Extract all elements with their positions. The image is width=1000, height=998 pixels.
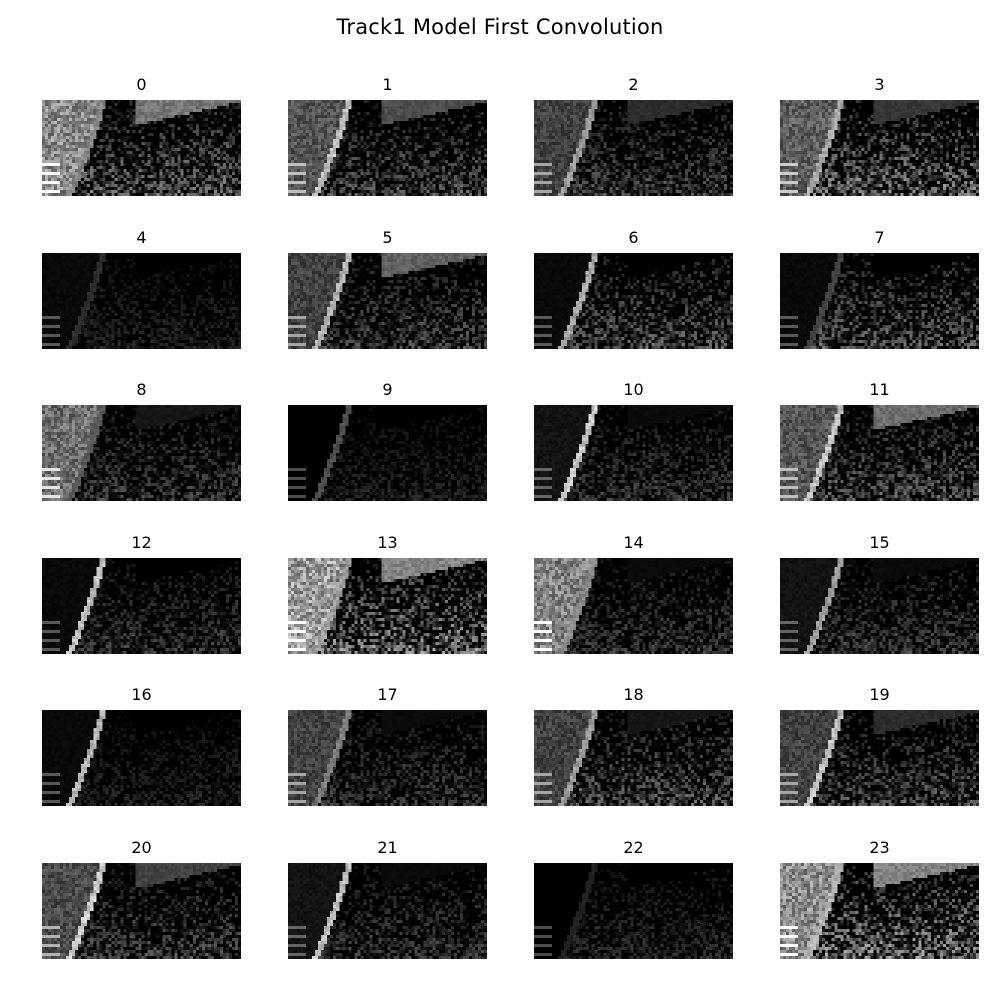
feature-map-label: 3 — [874, 75, 885, 94]
feature-map-label: 14 — [623, 532, 644, 552]
feature-map-label: 22 — [623, 837, 644, 857]
feature-map-label: 23 — [869, 837, 890, 857]
feature-map-label: 2 — [628, 75, 639, 94]
feature-map-panel: 4 — [42, 227, 241, 349]
feature-map-label: 16 — [131, 685, 152, 705]
feature-map-panel: 15 — [780, 532, 979, 654]
feature-map-image — [288, 252, 487, 349]
feature-map-grid: 0 1 2 3 4 5 6 7 8 9 10 11 12 13 14 15 16 17 18 19 20 21 22 23 — [42, 74, 979, 959]
feature-map-image — [42, 405, 241, 502]
feature-map-panel: 20 — [42, 837, 241, 959]
feature-map-panel: 18 — [534, 684, 733, 807]
feature-map-label: 19 — [869, 685, 890, 705]
feature-map-label: 10 — [623, 380, 644, 400]
feature-map-panel: 10 — [534, 379, 733, 502]
feature-map-image — [780, 557, 979, 654]
feature-map-image — [534, 252, 733, 349]
feature-map-label: 0 — [136, 75, 147, 94]
feature-map-panel: 5 — [288, 227, 487, 349]
feature-map-panel: 6 — [534, 227, 733, 349]
feature-map-panel: 1 — [288, 74, 487, 196]
feature-map-image — [288, 557, 487, 654]
feature-map-panel: 22 — [534, 837, 733, 959]
figure-title: Track1 Model First Convolution — [336, 15, 664, 39]
feature-map-image — [42, 862, 241, 959]
feature-map-image — [780, 710, 979, 807]
feature-map-panel: 23 — [780, 837, 979, 959]
feature-map-panel: 3 — [780, 74, 979, 196]
feature-map-panel: 9 — [288, 379, 487, 502]
feature-map-image — [534, 405, 733, 502]
feature-map-panel: 14 — [534, 532, 733, 654]
feature-map-panel: 13 — [288, 532, 487, 654]
feature-map-label: 11 — [869, 380, 890, 400]
feature-map-label: 5 — [382, 227, 393, 247]
feature-map-image — [534, 710, 733, 807]
feature-map-image — [780, 862, 979, 959]
feature-map-panel: 7 — [780, 227, 979, 349]
feature-map-label: 18 — [623, 685, 644, 705]
feature-map-image — [780, 252, 979, 349]
feature-map-label: 6 — [628, 227, 639, 247]
feature-map-image — [42, 100, 241, 196]
feature-map-panel: 19 — [780, 684, 979, 807]
feature-map-panel: 17 — [288, 684, 487, 807]
feature-map-panel: 8 — [42, 379, 241, 502]
feature-map-panel: 0 — [42, 74, 241, 196]
feature-map-image — [42, 252, 241, 349]
feature-map-label: 1 — [382, 75, 393, 94]
feature-map-label: 15 — [869, 532, 890, 552]
feature-map-panel: 2 — [534, 74, 733, 196]
feature-map-label: 13 — [377, 532, 398, 552]
feature-map-image — [42, 710, 241, 807]
feature-map-image — [288, 405, 487, 502]
feature-map-image — [534, 100, 733, 196]
feature-map-image — [780, 405, 979, 502]
feature-map-panel: 16 — [42, 684, 241, 807]
feature-map-label: 21 — [377, 837, 398, 857]
feature-map-label: 17 — [377, 685, 398, 705]
feature-map-label: 7 — [874, 227, 885, 247]
feature-map-panel: 11 — [780, 379, 979, 502]
feature-map-image — [780, 100, 979, 196]
feature-map-label: 8 — [136, 380, 147, 400]
feature-map-image — [534, 862, 733, 959]
feature-map-label: 9 — [382, 380, 393, 400]
feature-map-image — [534, 557, 733, 654]
feature-map-image — [288, 710, 487, 807]
feature-map-panel: 12 — [42, 532, 241, 654]
feature-map-panel: 21 — [288, 837, 487, 959]
feature-map-image — [288, 100, 487, 196]
feature-map-label: 20 — [131, 837, 152, 857]
feature-map-image — [288, 862, 487, 959]
feature-map-image — [42, 557, 241, 654]
feature-map-label: 12 — [131, 532, 152, 552]
feature-map-label: 4 — [136, 227, 147, 247]
